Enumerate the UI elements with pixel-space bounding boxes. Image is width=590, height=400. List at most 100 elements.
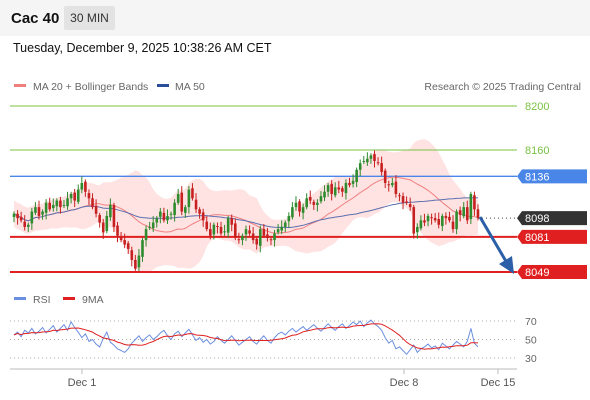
candle-body bbox=[401, 196, 405, 203]
candle-body bbox=[51, 204, 55, 209]
level-label-8081: 8081 bbox=[525, 232, 549, 244]
bollinger-bands bbox=[14, 139, 478, 274]
candle-body bbox=[241, 235, 244, 241]
candle-body bbox=[173, 202, 176, 216]
candle-body bbox=[69, 193, 73, 199]
candle-body bbox=[251, 233, 255, 241]
candle-body bbox=[73, 192, 76, 201]
timestamp: Tuesday, December 9, 2025 10:38:26 AM CE… bbox=[13, 41, 272, 55]
candle-body bbox=[226, 218, 230, 233]
candle-body bbox=[366, 158, 369, 163]
candle-body bbox=[408, 204, 412, 208]
header-bar: Cac 40 30 MIN bbox=[0, 0, 590, 36]
candle-body bbox=[76, 189, 80, 202]
candle-body bbox=[441, 215, 444, 227]
candle-body bbox=[376, 162, 380, 164]
candle-body bbox=[176, 193, 180, 203]
candle-body bbox=[341, 188, 344, 192]
candle-body bbox=[116, 225, 119, 236]
candle-body bbox=[137, 255, 141, 268]
candle-body bbox=[187, 189, 191, 208]
candle-body bbox=[191, 188, 194, 199]
bollinger-band-area bbox=[14, 139, 478, 274]
candle-body bbox=[59, 200, 62, 208]
candle-body bbox=[437, 219, 441, 225]
candle-body bbox=[473, 195, 476, 210]
candle-body bbox=[462, 207, 466, 217]
candle-body bbox=[141, 240, 144, 257]
candle-body bbox=[219, 226, 223, 234]
candle-body bbox=[101, 222, 105, 233]
level-tag-8098 bbox=[517, 211, 587, 226]
candle-body bbox=[305, 198, 308, 208]
candle-body bbox=[244, 229, 248, 235]
candle-body bbox=[134, 259, 137, 269]
candle-body bbox=[476, 209, 480, 219]
candle-body bbox=[184, 207, 187, 213]
candle-body bbox=[308, 197, 312, 201]
candle-body bbox=[458, 210, 462, 215]
x-tick-label: Dec 8 bbox=[390, 377, 419, 389]
candle-body bbox=[465, 207, 469, 221]
candle-body bbox=[405, 201, 408, 203]
candle-body bbox=[34, 207, 37, 213]
candle-body bbox=[205, 221, 209, 230]
level-lines bbox=[10, 105, 517, 273]
candle-body bbox=[291, 207, 294, 218]
candle-body bbox=[430, 217, 433, 219]
level-label-8160: 8160 bbox=[525, 145, 549, 157]
candle-body bbox=[319, 196, 323, 202]
level-label-8098: 8098 bbox=[525, 213, 549, 225]
candle-body bbox=[333, 187, 337, 196]
candle-body bbox=[119, 237, 123, 241]
candle-body bbox=[180, 192, 184, 212]
candle-body bbox=[98, 215, 101, 223]
candle-body bbox=[26, 224, 30, 227]
level-tag-8049 bbox=[517, 265, 587, 279]
candle-body bbox=[212, 224, 216, 235]
candle-body bbox=[201, 212, 205, 221]
candle-body bbox=[266, 234, 269, 238]
level-labels: 8200 8160 8136 8098 8081 8049 bbox=[517, 101, 587, 279]
rsi-level-label-30: 30 bbox=[525, 353, 537, 365]
candle-body bbox=[262, 229, 266, 236]
candle-body bbox=[394, 181, 398, 194]
candle-body bbox=[273, 233, 276, 241]
level-label-8200: 8200 bbox=[525, 101, 549, 113]
rsi-level-label-50: 50 bbox=[525, 335, 537, 347]
candle-body bbox=[323, 191, 326, 198]
candle-body bbox=[362, 160, 366, 162]
forecast-arrow-line bbox=[478, 216, 509, 264]
level-label-8049: 8049 bbox=[525, 267, 549, 279]
instrument-title: Cac 40 bbox=[11, 10, 60, 27]
candle-body bbox=[194, 199, 198, 210]
rsi-ma-line bbox=[13, 323, 479, 350]
candle-body bbox=[84, 181, 87, 192]
candle-body bbox=[248, 230, 251, 234]
rsi-swatch bbox=[14, 297, 26, 300]
candle-body bbox=[412, 207, 416, 234]
candle-body bbox=[344, 182, 348, 194]
rsi-legend-label: RSI bbox=[33, 294, 51, 306]
candle-body bbox=[94, 205, 98, 214]
candle-body bbox=[80, 182, 84, 190]
ma50-legend-label: MA 50 bbox=[175, 81, 205, 93]
credit-text: Research © 2025 Trading Central bbox=[424, 81, 581, 93]
candle-body bbox=[419, 220, 423, 229]
candle-body bbox=[151, 222, 155, 229]
candle-body bbox=[91, 198, 94, 208]
candle-body bbox=[358, 163, 362, 170]
candle-body bbox=[41, 211, 44, 215]
candle-body bbox=[269, 239, 273, 241]
candle-body bbox=[448, 216, 451, 221]
timeframe-button[interactable]: 30 MIN bbox=[64, 6, 115, 30]
candle-body bbox=[30, 211, 34, 224]
forecast-arrow bbox=[478, 216, 514, 274]
level-tag-8136 bbox=[517, 169, 587, 184]
rsi-line bbox=[13, 319, 479, 356]
ma50-swatch bbox=[157, 84, 169, 87]
candle-body bbox=[148, 226, 151, 228]
candle-body bbox=[130, 250, 134, 260]
candle-body bbox=[37, 207, 41, 216]
